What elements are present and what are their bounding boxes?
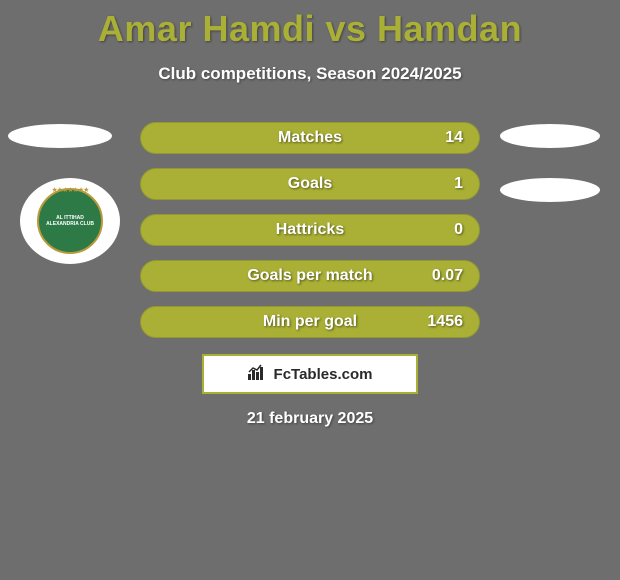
stat-row-goals-per-match: Goals per match 0.07 [140,260,480,292]
subtitle: Club competitions, Season 2024/2025 [0,64,620,84]
player-avatar-right [500,124,600,148]
badge-text: AL ITTIHAD ALEXANDRIA CLUB [46,215,94,227]
stat-value: 0 [454,221,463,239]
stat-value: 0.07 [432,267,463,285]
badge-inner: ★★★★★★★ AL ITTIHAD ALEXANDRIA CLUB [37,188,103,254]
date-text: 21 february 2025 [0,410,620,428]
stat-row-min-per-goal: Min per goal 1456 [140,306,480,338]
club-avatar-right [500,178,600,202]
stat-label: Matches [278,129,342,147]
stat-row-goals: Goals 1 [140,168,480,200]
stat-row-matches: Matches 14 [140,122,480,154]
stat-value: 14 [445,129,463,147]
stat-label: Goals per match [247,267,372,285]
stat-label: Hattricks [276,221,344,239]
page-title: Amar Hamdi vs Hamdan [0,0,620,50]
stat-row-hattricks: Hattricks 0 [140,214,480,246]
footer-branding: FcTables.com [202,354,418,394]
club-badge-left: ★★★★★★★ AL ITTIHAD ALEXANDRIA CLUB [20,178,120,264]
badge-stars: ★★★★★★★ [52,186,89,194]
stat-value: 1456 [427,313,463,331]
stat-label: Goals [288,175,332,193]
stat-label: Min per goal [263,313,357,331]
chart-icon [248,364,268,385]
stat-value: 1 [454,175,463,193]
stats-container: Matches 14 Goals 1 Hattricks 0 Goals per… [140,122,480,352]
player-avatar-left [8,124,112,148]
footer-text: FcTables.com [274,366,373,383]
